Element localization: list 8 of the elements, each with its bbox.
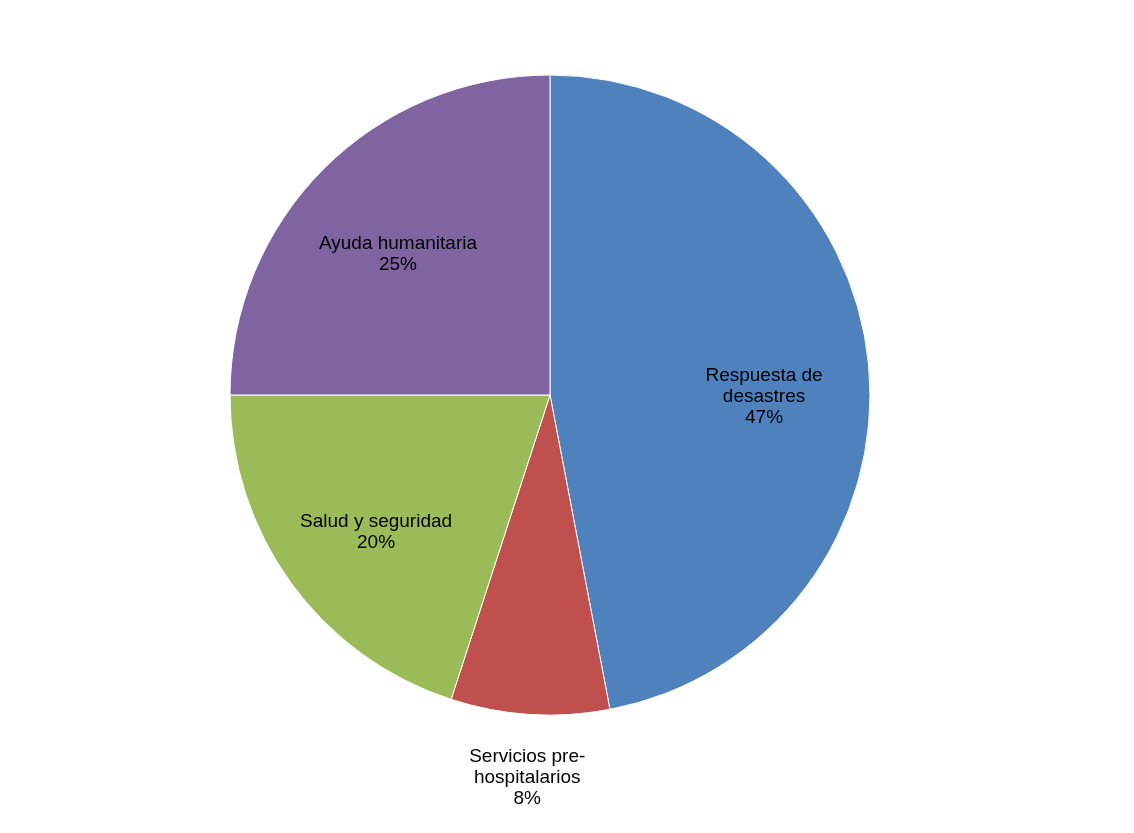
slice-label: Respuesta de desastres bbox=[705, 363, 823, 406]
slice-label: Servicios pre-hospitalarios bbox=[469, 745, 586, 788]
data-label: 25% bbox=[378, 252, 418, 274]
slice-label: Salud y seguridad bbox=[300, 510, 453, 532]
slice-label: Ayuda humanitaria bbox=[318, 231, 478, 253]
data-label: 8% bbox=[513, 787, 542, 809]
data-label: 20% bbox=[357, 531, 396, 553]
data-label: 47% bbox=[745, 405, 784, 427]
